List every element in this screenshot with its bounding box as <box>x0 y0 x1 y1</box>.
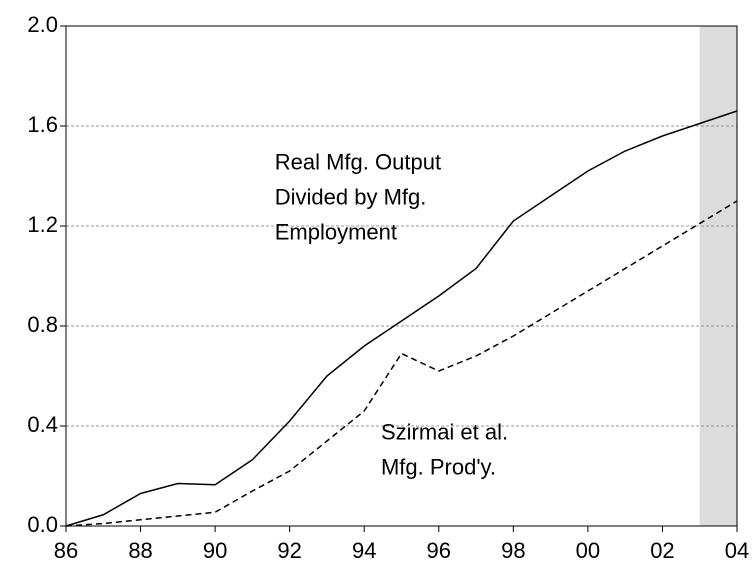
annotation: Real Mfg. Output <box>275 149 441 174</box>
shaded-region <box>699 26 737 526</box>
series-line <box>65 200 738 527</box>
x-tick-label: 04 <box>725 538 749 563</box>
x-tick-label: 94 <box>352 538 376 563</box>
y-tick-label: 1.2 <box>27 212 58 237</box>
x-tick-label: 02 <box>650 538 674 563</box>
y-tick-label: 1.6 <box>27 112 58 137</box>
x-tick-label: 88 <box>128 538 152 563</box>
plot-frame <box>65 25 738 527</box>
annotation: Mfg. Prod'y. <box>381 454 496 479</box>
x-tick-label: 92 <box>277 538 301 563</box>
annotation: Employment <box>275 219 397 244</box>
series-line <box>65 110 738 527</box>
y-tick-label: 2.0 <box>27 12 58 37</box>
y-tick-label: 0.4 <box>27 412 58 437</box>
y-tick-label: 0.0 <box>27 512 58 537</box>
x-tick-label: 90 <box>203 538 227 563</box>
x-tick-label: 86 <box>54 538 78 563</box>
annotation: Divided by Mfg. <box>275 184 427 209</box>
y-tick-label: 0.8 <box>27 312 58 337</box>
x-tick-label: 96 <box>427 538 451 563</box>
annotation: Szirmai et al. <box>381 419 508 444</box>
x-tick-label: 00 <box>576 538 600 563</box>
x-tick-label: 98 <box>501 538 525 563</box>
